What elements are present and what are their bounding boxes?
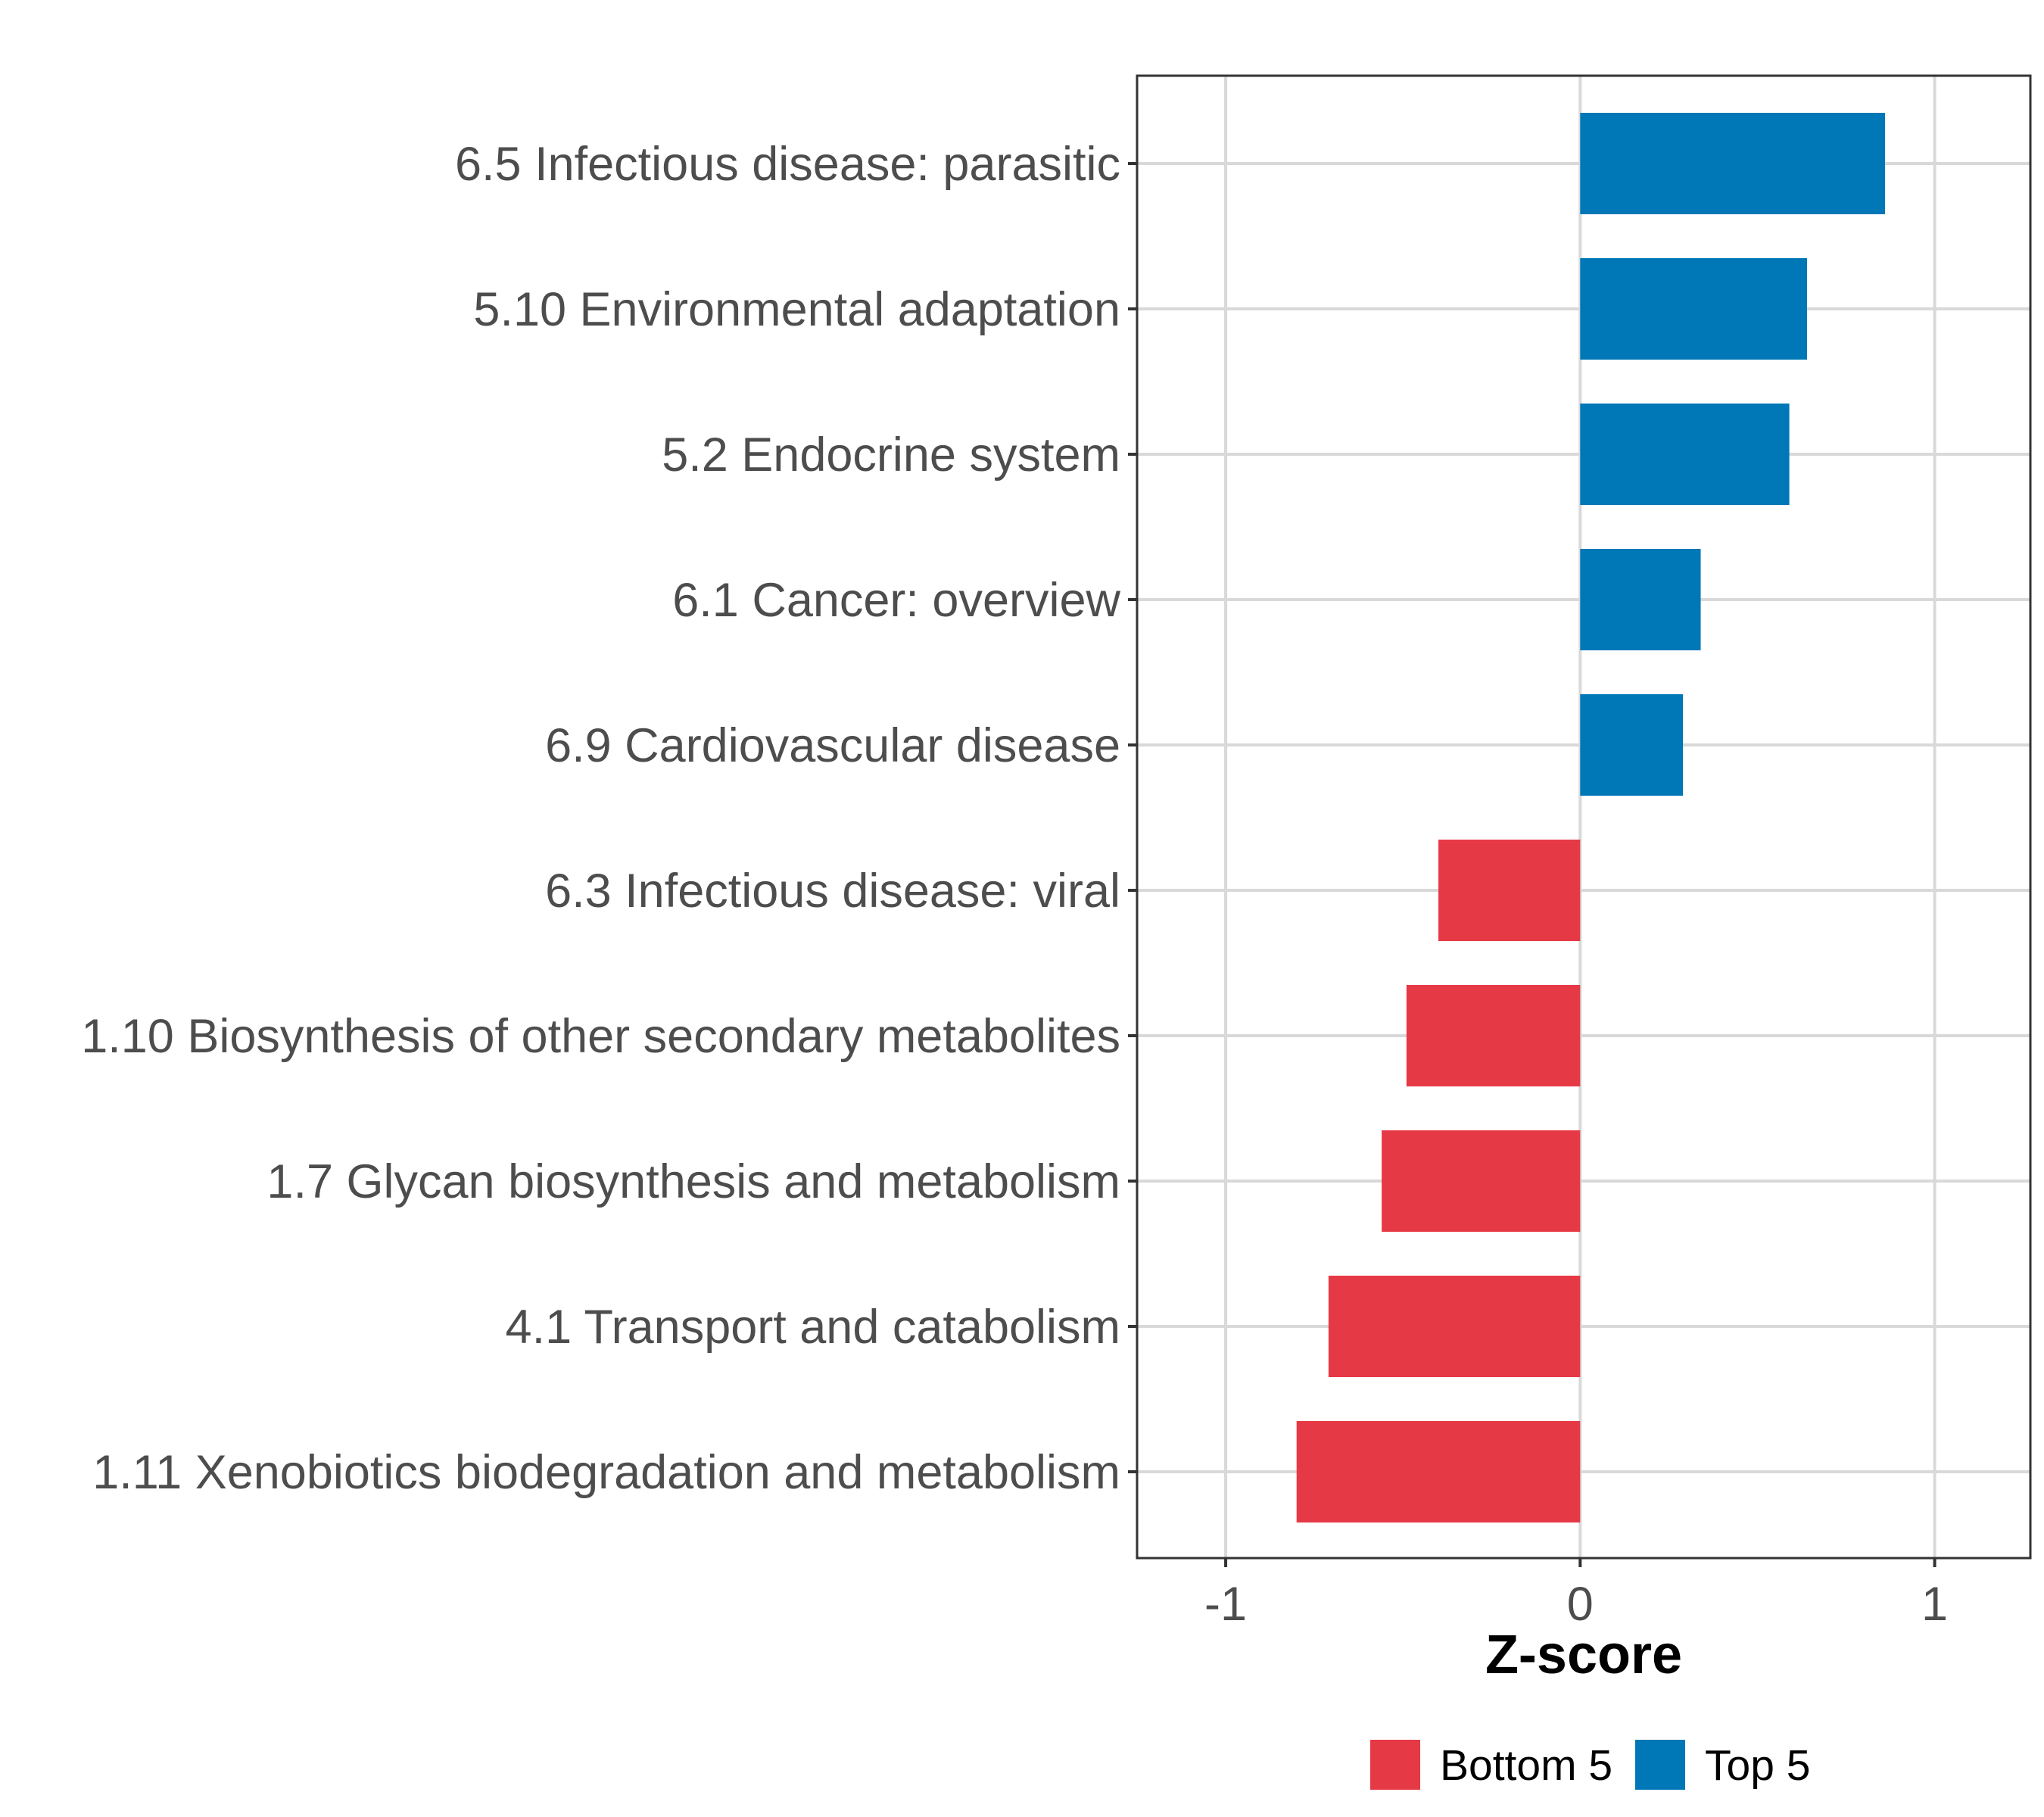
category-label-8: 1.7 Glycan biosynthesis and metabolism	[266, 1155, 1120, 1208]
bar-9	[1328, 1276, 1581, 1377]
bar-3	[1580, 404, 1790, 505]
category-label-layer: 6.5 Infectious disease: parasitic 5.10 En…	[81, 138, 1120, 1499]
x-axis-title: Z-score	[1485, 1625, 1682, 1685]
x-tick-label-0: -1	[1204, 1578, 1247, 1631]
legend-key-top-5	[1635, 1740, 1685, 1790]
x-tick-label-1: 0	[1567, 1578, 1594, 1631]
category-label-9: 4.1 Transport and catabolism	[506, 1301, 1120, 1354]
plot-panel-border	[1136, 74, 2032, 1560]
bar-8	[1382, 1130, 1581, 1232]
bar-6	[1438, 840, 1581, 941]
bar-7	[1406, 985, 1581, 1086]
category-label-6: 6.3 Infectious disease: viral	[545, 865, 1120, 918]
legend-key-bottom-5	[1370, 1740, 1420, 1790]
bar-2	[1580, 258, 1807, 360]
category-label-5: 6.9 Cardiovascular disease	[545, 719, 1120, 772]
category-label-3: 5.2 Endocrine system	[662, 429, 1120, 482]
bar-1	[1580, 113, 1886, 214]
bar-5	[1580, 694, 1684, 796]
category-label-7: 1.10 Biosynthesis of other secondary met…	[81, 1010, 1120, 1063]
bar-layer	[1296, 113, 1886, 1522]
legend: Bottom 5 Top 5	[1370, 1740, 1810, 1790]
category-label-10: 1.11 Xenobiotics biodegradation and meta…	[92, 1446, 1120, 1499]
category-label-4: 6.1 Cancer: overview	[672, 574, 1120, 627]
tick-layer: -1 0 1	[1128, 162, 1948, 1631]
bar-10	[1296, 1421, 1581, 1522]
category-label-2: 5.10 Environmental adaptation	[473, 283, 1120, 336]
legend-label-bottom-5: Bottom 5	[1440, 1741, 1612, 1790]
x-tick-label-2: 1	[1921, 1578, 1948, 1631]
bar-4	[1580, 549, 1701, 650]
legend-label-top-5: Top 5	[1705, 1741, 1810, 1790]
category-label-1: 6.5 Infectious disease: parasitic	[455, 138, 1120, 191]
